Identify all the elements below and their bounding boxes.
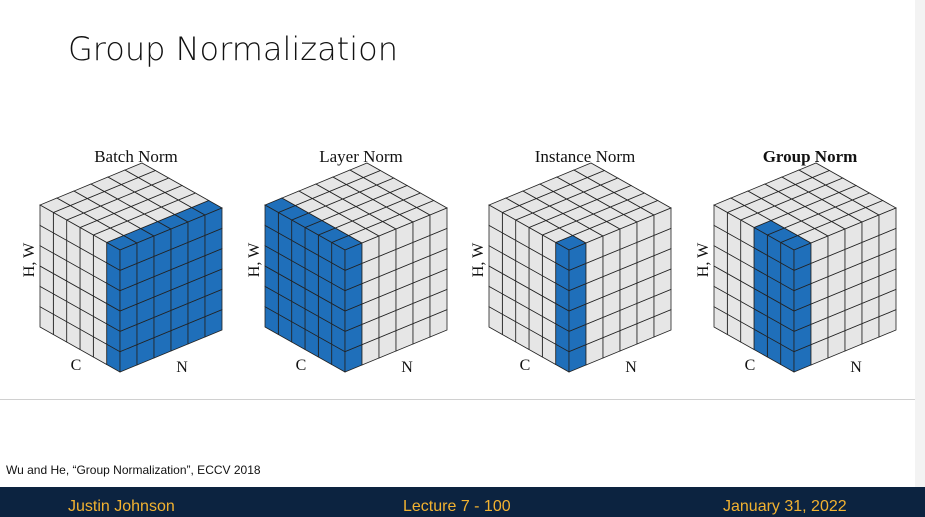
cube-cell — [653, 207, 672, 236]
slide-title: Group Normalization — [68, 30, 398, 68]
axis-label-n: N — [401, 359, 413, 376]
axis-label-c: C — [296, 357, 307, 374]
cube-cell — [124, 162, 157, 178]
diagram-title: Layer Norm — [319, 147, 403, 166]
cube-diagram: Layer Norm H, W C N — [246, 147, 448, 376]
axis-label-c: C — [71, 357, 82, 374]
footer-date: January 31, 2022 — [723, 498, 847, 515]
footer-author: Justin Johnson — [68, 498, 175, 515]
cube-diagram: Batch Norm H, W C N — [21, 147, 223, 376]
cube-cell — [39, 204, 54, 234]
axis-label-hw: H, W — [695, 242, 712, 277]
footer-lecture: Lecture 7 - 100 — [403, 498, 511, 515]
axis-label-n: N — [850, 359, 862, 376]
diagram-title: Batch Norm — [94, 147, 178, 166]
axis-label-c: C — [520, 357, 531, 374]
axis-label-hw: H, W — [246, 242, 263, 277]
divider — [0, 399, 915, 400]
cube-cell — [349, 162, 382, 178]
cube-cell — [713, 204, 728, 234]
axis-label-hw: H, W — [21, 242, 38, 277]
cube-cell — [264, 204, 279, 234]
cube-diagram: Instance Norm H, W C N — [470, 147, 672, 376]
cube-cell — [878, 207, 897, 236]
cube-cell — [488, 204, 503, 234]
axis-label-n: N — [176, 359, 188, 376]
diagram-title: Instance Norm — [535, 147, 636, 166]
cube-cell — [429, 207, 448, 236]
axis-label-c: C — [745, 357, 756, 374]
axis-label-n: N — [625, 359, 637, 376]
cube-diagram: Group Norm H, W C N — [695, 147, 897, 376]
diagram-title: Group Norm — [763, 147, 858, 166]
cube-cell — [573, 162, 606, 178]
edge-strip — [915, 0, 925, 487]
cube-cell — [204, 207, 223, 236]
citation: Wu and He, “Group Normalization”, ECCV 2… — [6, 463, 261, 477]
cube-cell — [798, 162, 831, 178]
axis-label-hw: H, W — [470, 242, 487, 277]
footer: Justin Johnson Lecture 7 - 100 January 3… — [0, 487, 925, 517]
